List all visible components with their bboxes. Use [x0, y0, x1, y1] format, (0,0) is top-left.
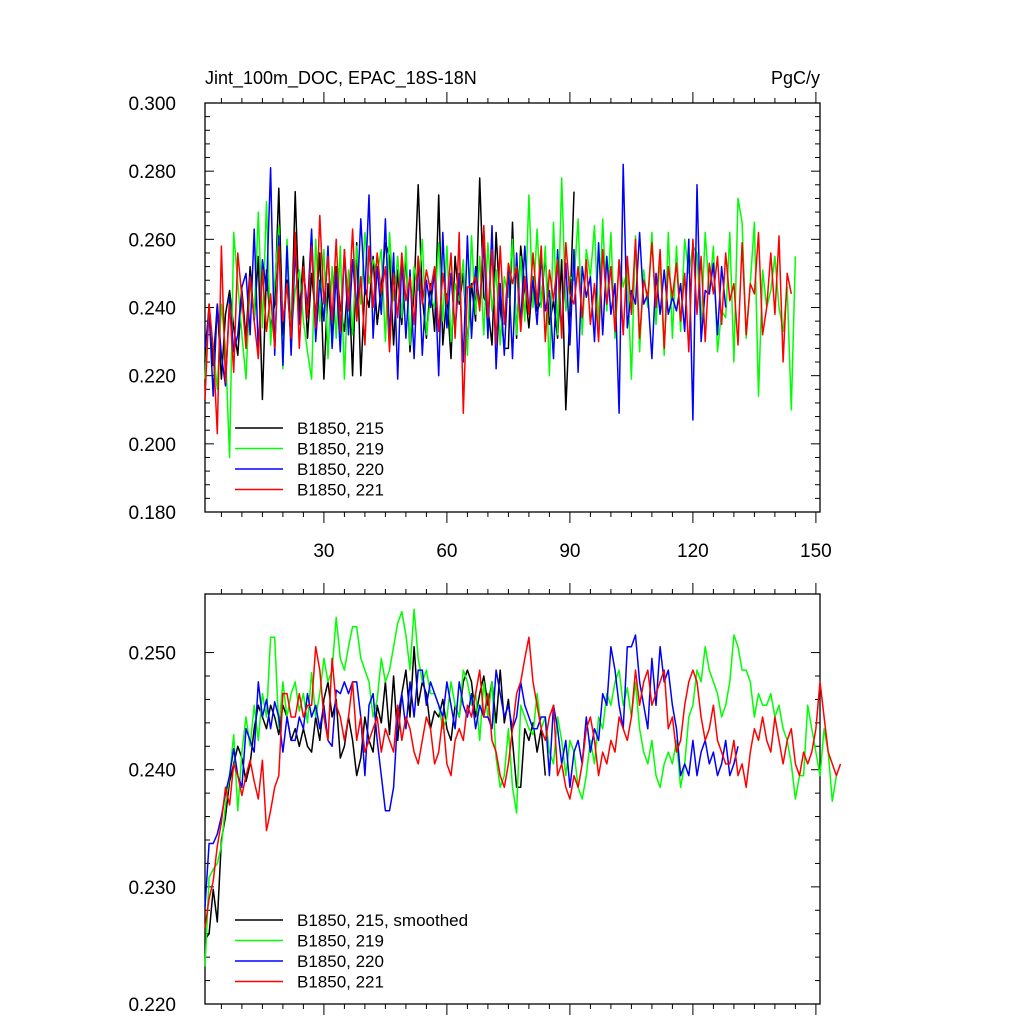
y-tick-label: 0.220	[128, 995, 176, 1016]
y-tick-label: 0.240	[128, 299, 176, 320]
y-tick-label: 0.240	[128, 761, 176, 782]
y-tick-label: 0.220	[128, 367, 176, 388]
legend-label: B1850, 215, smoothed	[297, 911, 468, 930]
units-label: PgC/y	[771, 68, 820, 88]
series-line-4	[204, 214, 793, 435]
series-line-3	[204, 634, 739, 907]
series-line-4	[204, 636, 842, 929]
x-tick-label: 60	[436, 541, 457, 562]
y-tick-label: 0.200	[128, 435, 176, 456]
chart-panel-raw: Jint_100m_DOC, EPAC_18S-18N PgC/y 0.180 0.2…	[128, 68, 831, 562]
x-tick-label: 150	[800, 541, 832, 562]
x-tick-label: 120	[677, 541, 709, 562]
legend-label: B1850, 219	[297, 440, 384, 459]
legend-label: B1850, 221	[297, 481, 384, 500]
legend-label: B1850, 220	[297, 460, 384, 479]
series-line-2	[204, 608, 838, 967]
x-tick-label: 90	[559, 541, 580, 562]
x-tick-label: 30	[313, 541, 334, 562]
legend-label: B1850, 219	[297, 932, 384, 951]
plot-frame	[204, 593, 821, 1005]
legend-label: B1850, 220	[297, 952, 384, 971]
series-line-2	[204, 177, 797, 459]
y-tick-label: 0.260	[128, 230, 176, 251]
y-tick-label: 0.300	[128, 94, 176, 115]
y-tick-label: 0.230	[128, 878, 176, 899]
y-tick-label: 0.250	[128, 644, 176, 665]
legend-label: B1850, 215	[297, 419, 384, 438]
legend-label: B1850, 221	[297, 973, 384, 992]
chart-title: Jint_100m_DOC, EPAC_18S-18N	[205, 68, 477, 89]
chart-panel-smoothed: 0.220 0.230 0.240 0.250 B1850, 215, smoothed…	[128, 583, 842, 1016]
y-tick-label: 0.180	[128, 503, 176, 524]
y-tick-label: 0.280	[128, 162, 176, 183]
